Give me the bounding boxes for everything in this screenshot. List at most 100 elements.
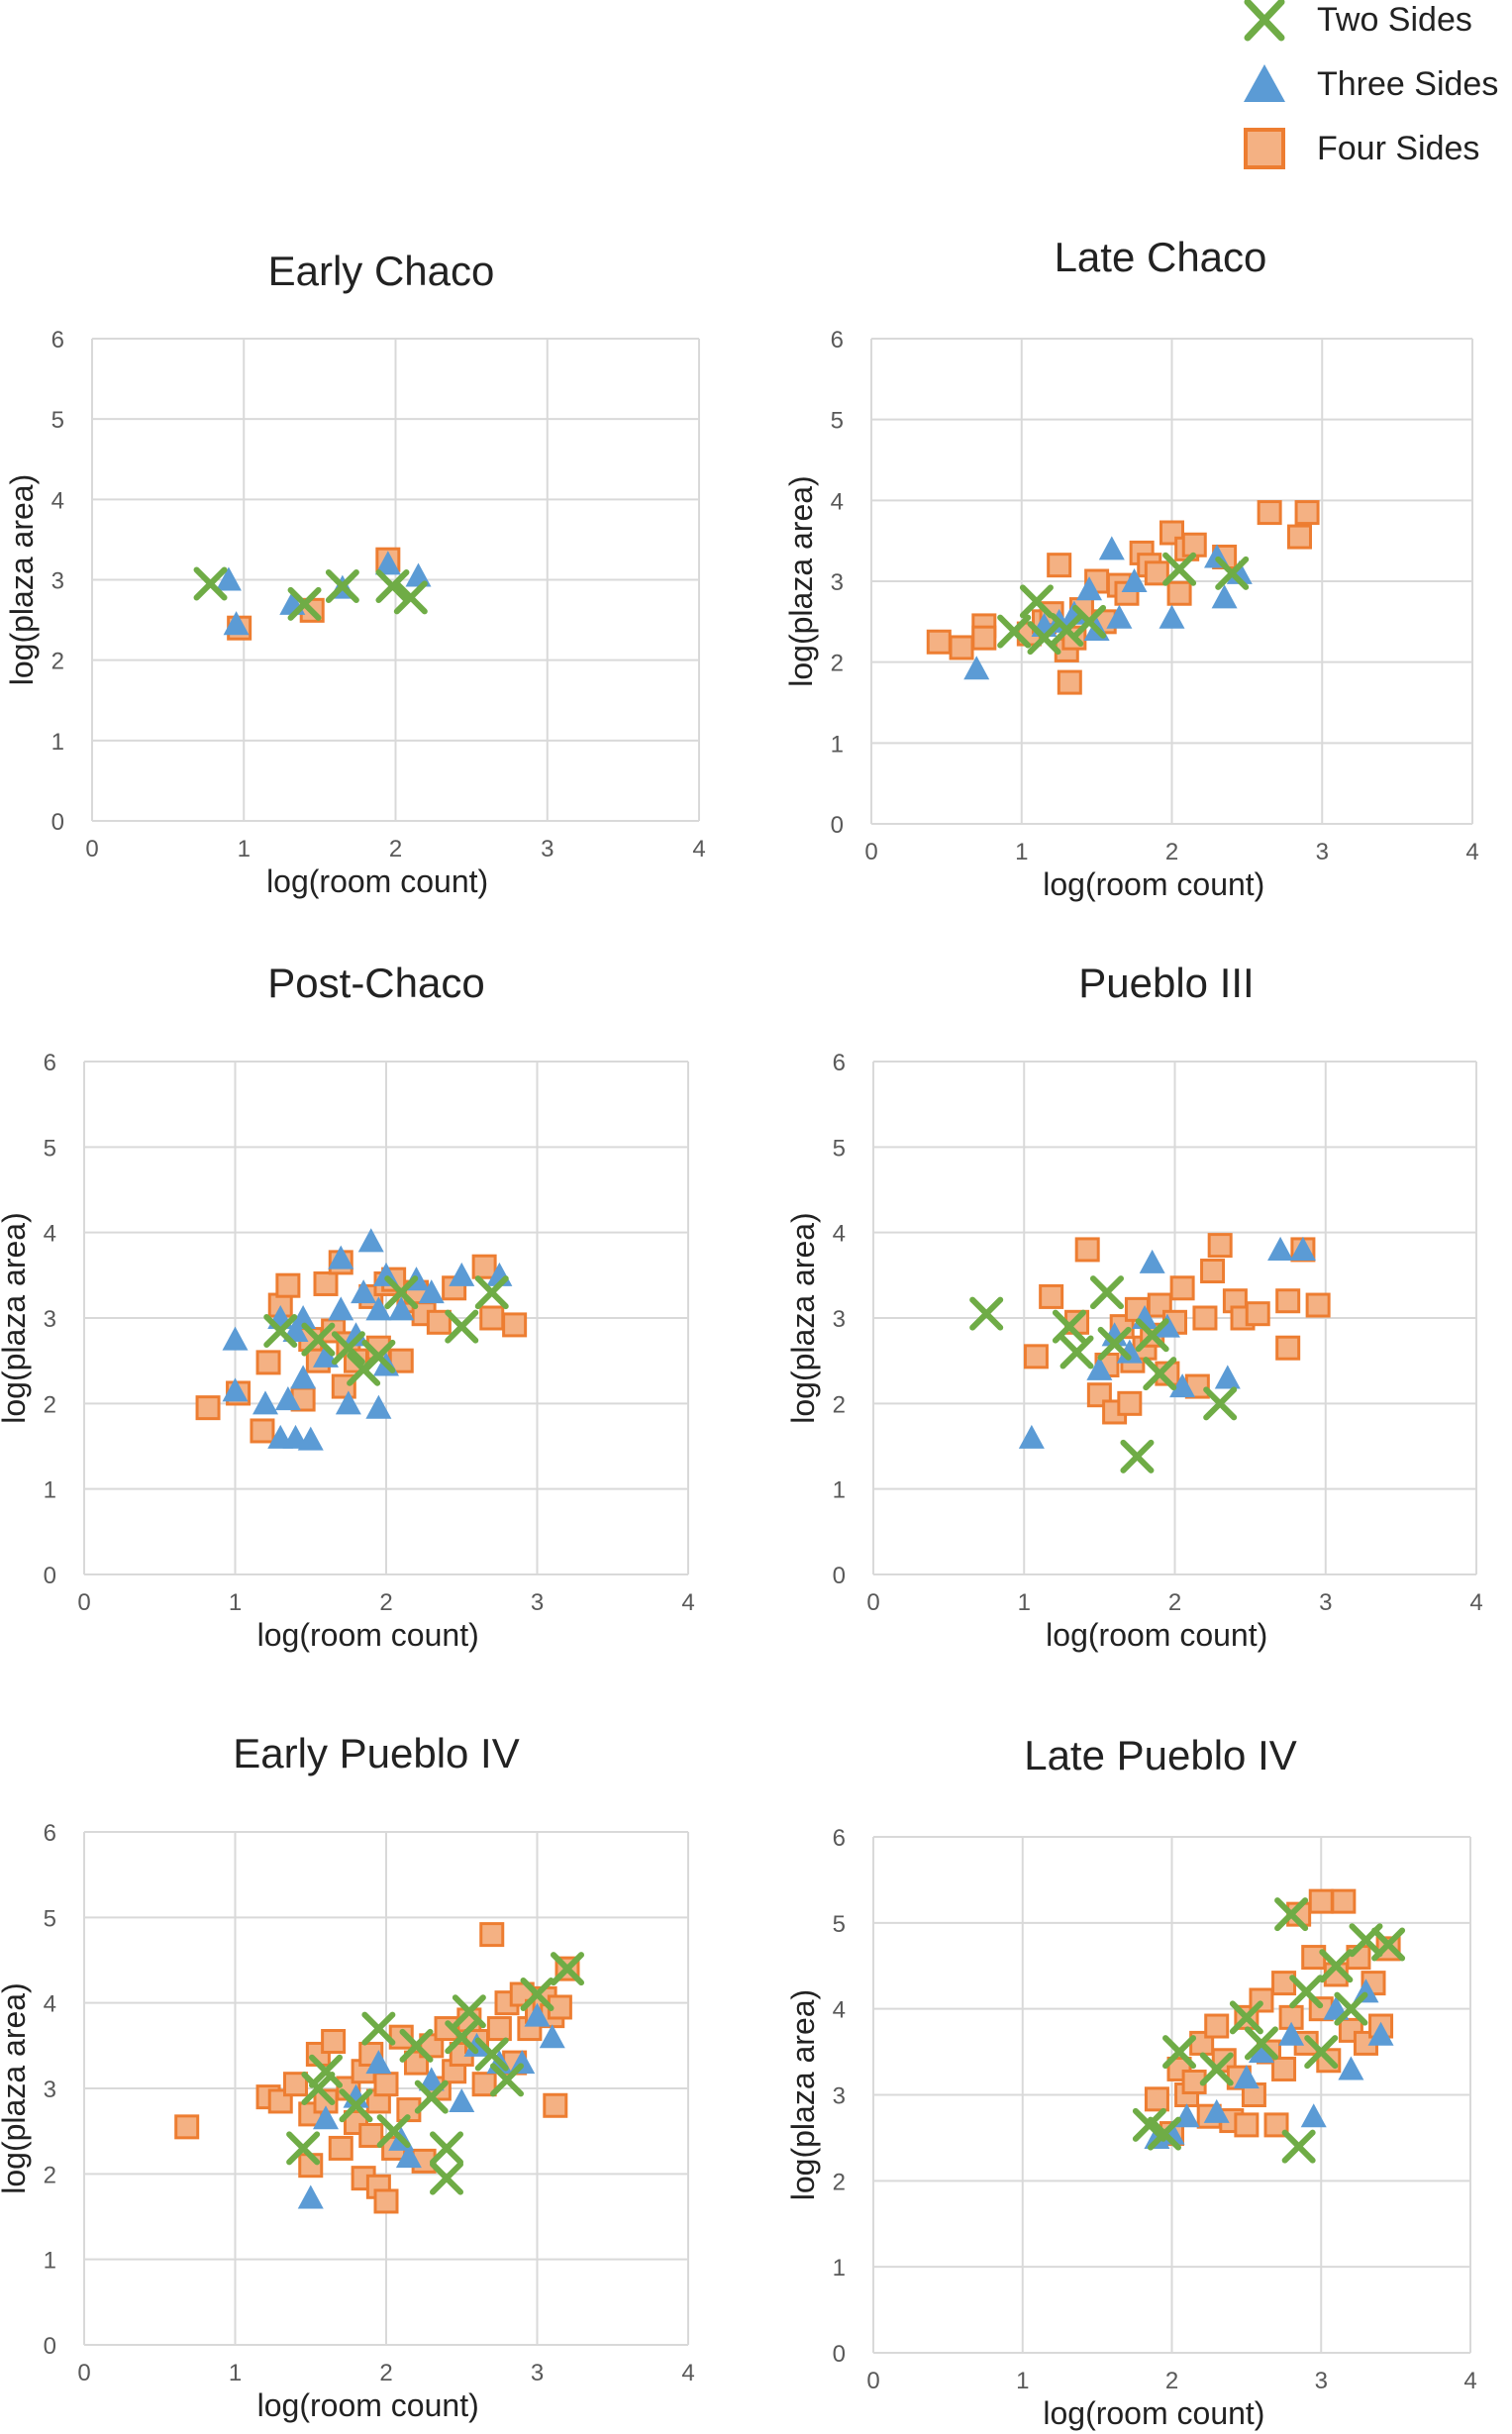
y-tick-label: 3: [44, 1306, 56, 1333]
chart-panel-5: Early Pueblo IV 0 1 2 3 4 0 1 2 3 4 5 6 log(room coun…: [0, 1730, 695, 2423]
three-sides-point: [1154, 1313, 1180, 1338]
y-axis-label: log(plaza area): [0, 1982, 32, 2193]
three-sides-point: [328, 1296, 354, 1321]
y-tick-label: 4: [831, 488, 844, 515]
x-tick-label: 3: [1315, 2368, 1328, 2394]
chart-title: Early Chaco: [268, 248, 495, 294]
four-sides-point: [471, 2072, 497, 2097]
y-tick-label: 5: [831, 408, 844, 435]
four-sides-point: [1305, 1292, 1331, 1318]
two-sides-point: [1135, 1318, 1169, 1353]
two-sides-point: [969, 1296, 1004, 1331]
y-tick-label: 1: [831, 731, 844, 758]
three-sides-point: [374, 551, 401, 575]
two-sides-point: [376, 2114, 411, 2149]
four-sides-point: [195, 1395, 221, 1421]
two-sides-point: [384, 1275, 419, 1310]
y-tick-label: 3: [44, 2077, 56, 2103]
y-tick-label: 4: [44, 1221, 56, 1248]
three-sides-point: [274, 1386, 301, 1411]
x-tick-label: 0: [77, 2360, 90, 2386]
four-sides-point: [426, 1309, 452, 1335]
x-tick-label: 0: [866, 2368, 879, 2394]
two-sides-point: [414, 2079, 449, 2114]
four-sides-point: [1204, 2013, 1230, 2039]
two-sides-point: [301, 2072, 336, 2105]
y-tick-label: 0: [44, 2333, 56, 2360]
chart-panel-3: Post-Chaco 0 1 2 3 4 0 1 2 3 4 5 6 log(room count) log…: [0, 960, 695, 1653]
three-sides-point: [328, 1245, 354, 1269]
two-sides-point: [1281, 2129, 1316, 2164]
four-sides-point: [373, 2072, 399, 2097]
y-tick-label: 0: [51, 809, 64, 836]
three-sides-point: [365, 2050, 392, 2075]
y-tick-label: 3: [833, 1306, 846, 1333]
two-sides-point: [1199, 2052, 1234, 2086]
three-sides-point: [252, 1390, 278, 1415]
x-tick-label: 1: [238, 836, 251, 862]
three-sides-point: [1214, 1365, 1241, 1389]
two-sides-point: [1289, 1975, 1324, 2009]
two-sides-point: [1334, 1991, 1368, 2026]
four-sides-point: [479, 1922, 505, 1948]
y-tick-label: 2: [831, 651, 844, 677]
three-sides-point: [418, 2067, 445, 2091]
y-axis-label: log(plaza area): [0, 1212, 32, 1423]
y-tick-label: 4: [51, 487, 64, 514]
chart-panel-2: Late Chaco 0 1 2 3 4 0 1 2 3 4 5 6 log(room count) log…: [783, 234, 1479, 902]
y-tick-label: 3: [51, 568, 64, 595]
four-sides-point: [328, 2135, 353, 2161]
x-tick-label: 2: [1165, 839, 1178, 865]
three-sides-point: [1300, 2103, 1327, 2128]
two-sides-point: [1274, 1897, 1309, 1932]
three-sides-point: [222, 1326, 249, 1351]
three-sides-point: [539, 2024, 565, 2049]
four-sides-point: [1181, 532, 1207, 558]
two-sides-point: [1162, 2035, 1197, 2070]
three-sides-point: [1018, 1424, 1045, 1449]
chart-title: Pueblo III: [1078, 960, 1254, 1006]
three-sides-point: [1098, 536, 1125, 560]
four-sides-point: [543, 2092, 568, 2118]
two-sides-point: [361, 1339, 396, 1373]
two-sides-point: [193, 566, 228, 601]
four-sides-point: [1200, 1259, 1226, 1284]
four-sides-point: [250, 1418, 275, 1444]
legend-label-four-sides: Four Sides: [1317, 130, 1480, 167]
three-sides-point: [297, 2184, 324, 2209]
four-sides-point: [949, 635, 974, 660]
x-tick-label: 2: [389, 836, 402, 862]
four-sides-point: [358, 2122, 384, 2148]
two-sides-point: [375, 568, 410, 603]
x-axis-label: log(room count): [1043, 866, 1264, 902]
two-sides-point: [1019, 584, 1054, 619]
x-tick-label: 4: [681, 1589, 694, 1616]
three-sides-point: [1076, 576, 1103, 601]
three-sides-point: [963, 656, 990, 680]
y-tick-label: 1: [833, 2255, 846, 2282]
four-sides-point: [1294, 500, 1320, 526]
y-tick-label: 0: [833, 1563, 846, 1589]
chart-panel-6: Late Pueblo IV 0 1 2 3 4 0 1 2 3 4 5 6 log(room count…: [785, 1732, 1477, 2431]
four-sides-point: [283, 2072, 308, 2097]
three-sides-point: [297, 1426, 324, 1451]
x-tick-label: 3: [1316, 839, 1329, 865]
three-sides-point: [1203, 2098, 1230, 2123]
two-sides-point: [430, 2131, 463, 2166]
four-sides-point: [321, 2029, 347, 2055]
four-sides-point: [1207, 1233, 1233, 1259]
x-tick-label: 4: [1469, 1589, 1482, 1616]
four-sides-point: [1286, 524, 1312, 550]
two-sides-point: [1120, 1439, 1155, 1473]
x-tick-label: 4: [1463, 2368, 1476, 2394]
two-sides-point: [309, 2054, 343, 2088]
three-sides-point: [1116, 1339, 1143, 1364]
three-sides-point: [1278, 2021, 1305, 2046]
four-sides-point: [1275, 1335, 1301, 1361]
four-sides-point: [1192, 1305, 1218, 1331]
chart-title: Late Pueblo IV: [1024, 1732, 1297, 1778]
y-tick-label: 0: [44, 1563, 56, 1589]
three-sides-point: [449, 2087, 475, 2112]
y-tick-label: 1: [51, 729, 64, 756]
